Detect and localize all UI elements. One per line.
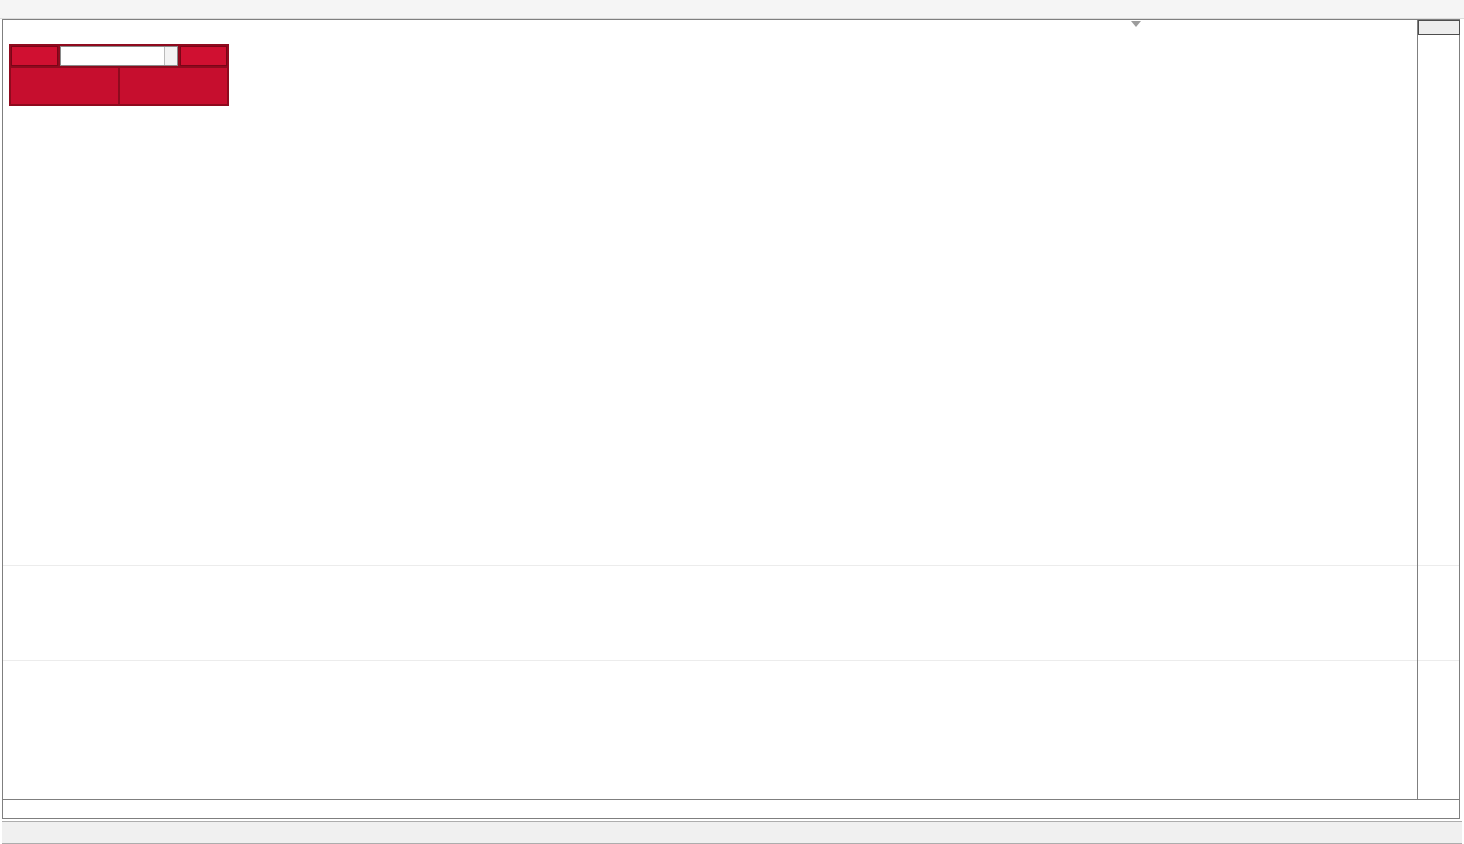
panel-splitter[interactable] [3,660,1459,661]
macd-indicator-panel[interactable] [3,567,1417,660]
volume-decrease-icon[interactable] [165,56,177,65]
rsi-chart[interactable] [3,662,1417,799]
timeframe-toolbar [0,0,1464,19]
one-click-trading-panel [9,44,229,106]
panel-splitter[interactable] [3,565,1459,566]
rsi-indicator-panel[interactable] [3,662,1417,799]
buy-price-display[interactable] [120,68,227,104]
volume-spin-controls [164,47,177,65]
current-price-tag [1418,20,1460,35]
chart-window [2,19,1460,819]
price-scale[interactable] [1417,20,1460,799]
chart-tab-bar [2,821,1462,844]
sell-price-display[interactable] [11,68,118,104]
sell-button[interactable] [11,46,58,66]
volume-value[interactable] [61,47,164,65]
volume-increase-icon[interactable] [165,47,177,56]
volume-spinner[interactable] [60,46,178,66]
macd-chart[interactable] [3,567,1417,660]
main-chart-area[interactable] [3,20,1417,565]
time-scale[interactable] [3,799,1459,818]
buy-button[interactable] [180,46,227,66]
chart-shift-marker-icon[interactable] [1131,21,1141,27]
